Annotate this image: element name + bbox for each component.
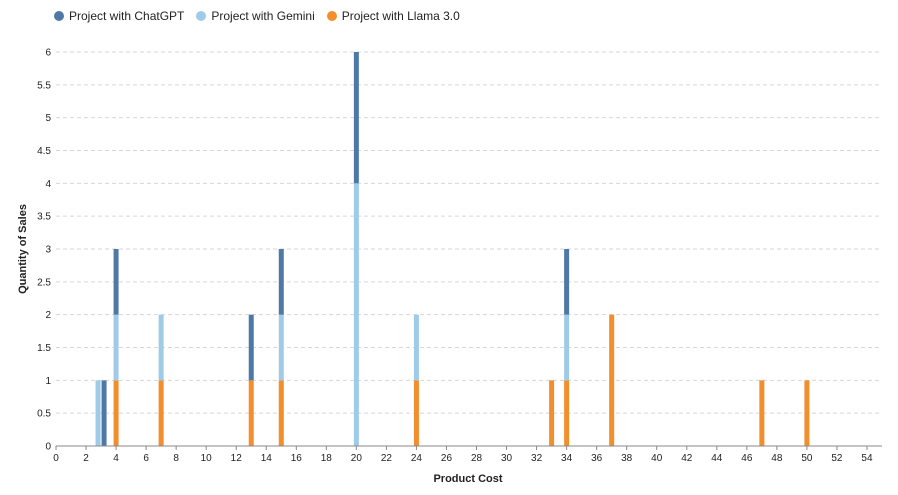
x-tick-label: 30 <box>501 453 513 464</box>
x-tick-label: 52 <box>831 453 843 464</box>
legend-label-chatgpt: Project with ChatGPT <box>69 9 185 23</box>
legend: Project with ChatGPT Project with Gemini… <box>54 9 460 23</box>
bar-project-with-gemini[interactable] <box>353 183 359 447</box>
x-tick-label: 32 <box>531 453 543 464</box>
bar-project-with-chatgpt[interactable] <box>101 380 107 446</box>
bar-project-with-gemini[interactable] <box>564 314 570 381</box>
bar-project-with-gemini[interactable] <box>158 314 164 381</box>
bar-project-with-chatgpt[interactable] <box>564 249 570 315</box>
y-tick-label: 0.5 <box>37 409 51 420</box>
x-tick-label: 20 <box>351 453 363 464</box>
bar-project-with-llama-3-0[interactable] <box>248 380 254 446</box>
bar-project-with-llama-3-0[interactable] <box>759 380 765 446</box>
bar-project-with-gemini[interactable] <box>413 314 419 381</box>
bar-project-with-llama-3-0[interactable] <box>278 380 284 446</box>
y-tick-label: 4.5 <box>37 146 51 157</box>
y-tick-label: 5 <box>45 113 51 124</box>
legend-item-llama[interactable]: Project with Llama 3.0 <box>326 9 460 23</box>
x-tick-label: 12 <box>231 453 243 464</box>
x-tick-label: 22 <box>381 453 393 464</box>
bar-project-with-chatgpt[interactable] <box>353 52 359 184</box>
legend-swatch-chatgpt <box>54 11 64 21</box>
y-tick-label: 3.5 <box>37 212 51 223</box>
x-tick-label: 48 <box>771 453 783 464</box>
bar-project-with-chatgpt[interactable] <box>278 249 284 315</box>
x-axis-title: Product Cost <box>433 473 502 485</box>
bar-project-with-llama-3-0[interactable] <box>564 380 570 446</box>
x-tick-label: 0 <box>53 453 59 464</box>
x-tick-label: 2 <box>83 453 89 464</box>
bar-project-with-llama-3-0[interactable] <box>549 380 555 446</box>
bar-project-with-llama-3-0[interactable] <box>804 380 810 446</box>
x-tick-label: 40 <box>651 453 663 464</box>
y-tick-label: 2.5 <box>37 277 51 288</box>
bar-project-with-gemini[interactable] <box>278 314 284 381</box>
x-tick-label: 16 <box>291 453 303 464</box>
bar-project-with-llama-3-0[interactable] <box>113 380 119 446</box>
bar-project-with-llama-3-0[interactable] <box>158 380 164 446</box>
x-tick-label: 44 <box>711 453 723 464</box>
bar-project-with-chatgpt[interactable] <box>248 314 254 381</box>
axes: 00.511.522.533.544.555.560 2 4 6 8 10 12 14 16 18… <box>37 48 882 464</box>
bar-project-with-gemini[interactable] <box>95 380 101 446</box>
y-tick-label: 0 <box>45 442 51 453</box>
x-tick-label: 18 <box>321 453 333 464</box>
x-tick-label: 36 <box>591 453 603 464</box>
legend-label-gemini: Project with Gemini <box>211 9 315 23</box>
x-tick-label: 4 <box>113 453 119 464</box>
x-tick-label: 10 <box>201 453 213 464</box>
y-tick-label: 1.5 <box>37 343 51 354</box>
x-tick-label: 24 <box>411 453 423 464</box>
x-tick-label: 42 <box>681 453 693 464</box>
y-tick-label: 4 <box>45 179 51 190</box>
x-tick-label: 26 <box>441 453 453 464</box>
x-tick-label: 28 <box>471 453 483 464</box>
x-tick-label: 54 <box>861 453 873 464</box>
bar-project-with-llama-3-0[interactable] <box>413 380 419 446</box>
y-tick-label: 3 <box>45 245 51 256</box>
gridlines <box>56 51 882 414</box>
x-tick-label: 34 <box>561 453 573 464</box>
legend-swatch-llama <box>326 11 337 21</box>
x-tick-label: 46 <box>741 453 753 464</box>
legend-item-chatgpt[interactable]: Project with ChatGPT <box>54 9 184 23</box>
x-tick-label: 38 <box>621 453 633 464</box>
x-tick-label: 8 <box>173 453 179 464</box>
bar-project-with-gemini[interactable] <box>113 314 119 381</box>
bars <box>95 52 810 447</box>
y-tick-label: 5.5 <box>37 80 51 91</box>
x-tick-label: 50 <box>801 453 813 464</box>
bar-project-with-chatgpt[interactable] <box>113 249 119 315</box>
legend-swatch-gemini <box>196 11 207 21</box>
legend-item-gemini[interactable]: Project with Gemini <box>196 9 315 23</box>
y-tick-label: 6 <box>45 48 51 59</box>
y-tick-label: 1 <box>45 376 51 387</box>
legend-label-llama: Project with Llama 3.0 <box>341 9 460 23</box>
y-tick-label: 2 <box>45 310 51 321</box>
x-tick-label: 14 <box>261 453 273 464</box>
y-axis-title: Quantity of Sales <box>17 204 29 294</box>
x-tick-label: 6 <box>143 453 149 464</box>
bar-project-with-llama-3-0[interactable] <box>609 314 615 446</box>
